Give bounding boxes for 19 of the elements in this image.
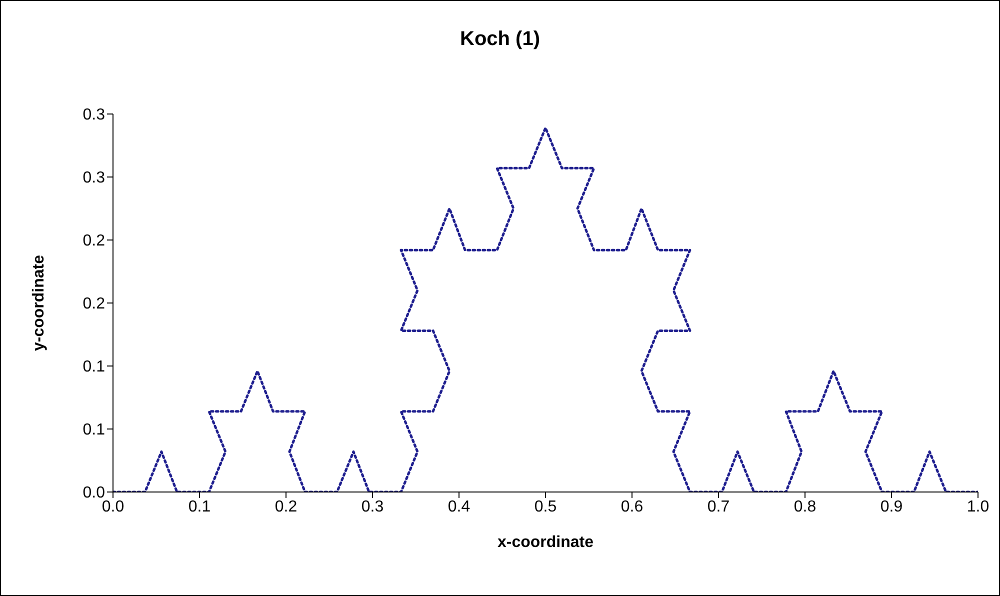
y-tick-label: 0.1: [82, 358, 106, 376]
y-tick-label: 0.3: [82, 170, 106, 187]
x-tick-label: 0.8: [794, 498, 816, 516]
x-axis-title: x-coordinate: [497, 534, 594, 551]
chart-title: Koch (1): [459, 28, 541, 51]
x-tick-label: 0.9: [880, 498, 903, 516]
x-tick-label: 0.1: [188, 498, 211, 516]
y-tick-label: 0.2: [82, 296, 106, 313]
x-tick-label: 0.6: [620, 498, 644, 516]
y-axis-title: y-coordinate: [30, 254, 48, 352]
x-tick-label: 1.0: [966, 498, 990, 516]
x-tick-label: 0.4: [448, 498, 470, 516]
y-tick-label: 0.1: [82, 422, 106, 439]
x-tick-label: 0.2: [274, 498, 298, 516]
y-tick-label: 0.2: [82, 232, 106, 250]
x-tick-label: 0.5: [534, 498, 557, 516]
x-tick-label: 0.3: [361, 498, 384, 516]
x-tick-label: 0.7: [707, 498, 730, 516]
y-tick-label: 0.3: [82, 106, 106, 124]
